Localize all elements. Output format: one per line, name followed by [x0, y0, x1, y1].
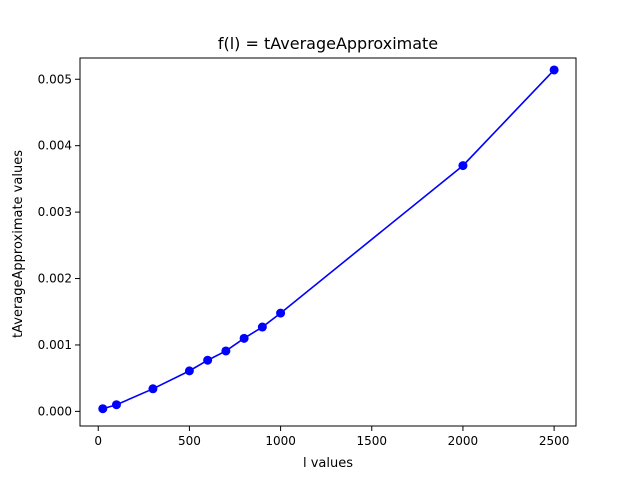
data-point [239, 333, 249, 343]
data-point [276, 308, 286, 318]
x-axis-label: l values [303, 456, 353, 471]
x-tick-label: 0 [94, 434, 102, 448]
plot-frame [79, 57, 577, 427]
x-tick-label: 2000 [448, 434, 479, 448]
data-point [111, 400, 121, 410]
y-axis: 0.000 0.001 0.002 0.003 0.004 0.005 [38, 72, 80, 418]
y-tick-label: 0.005 [38, 72, 72, 86]
data-point [203, 355, 213, 365]
x-tick-label: 500 [178, 434, 201, 448]
x-tick-label: 2500 [539, 434, 570, 448]
x-tick-label: 1000 [265, 434, 296, 448]
y-tick-label: 0.001 [38, 338, 72, 352]
data-point [458, 161, 468, 171]
data-point [98, 404, 108, 414]
y-tick-label: 0.003 [38, 205, 72, 219]
y-axis-label: tAverageApproximate values [11, 150, 26, 338]
y-tick-label: 0.002 [38, 272, 72, 286]
y-tick-label: 0.000 [38, 404, 72, 418]
series-layer [98, 65, 559, 414]
data-point [184, 366, 194, 376]
chart-title: f(l) = tAverageApproximate [218, 34, 438, 53]
data-point [221, 346, 231, 356]
plot-area [79, 57, 577, 427]
data-point [549, 65, 559, 75]
x-tick-label: 1500 [356, 434, 387, 448]
x-axis: 0 500 1000 1500 2000 2500 [94, 426, 569, 448]
data-point [148, 384, 158, 394]
y-tick-label: 0.004 [38, 139, 72, 153]
data-point [257, 322, 267, 332]
